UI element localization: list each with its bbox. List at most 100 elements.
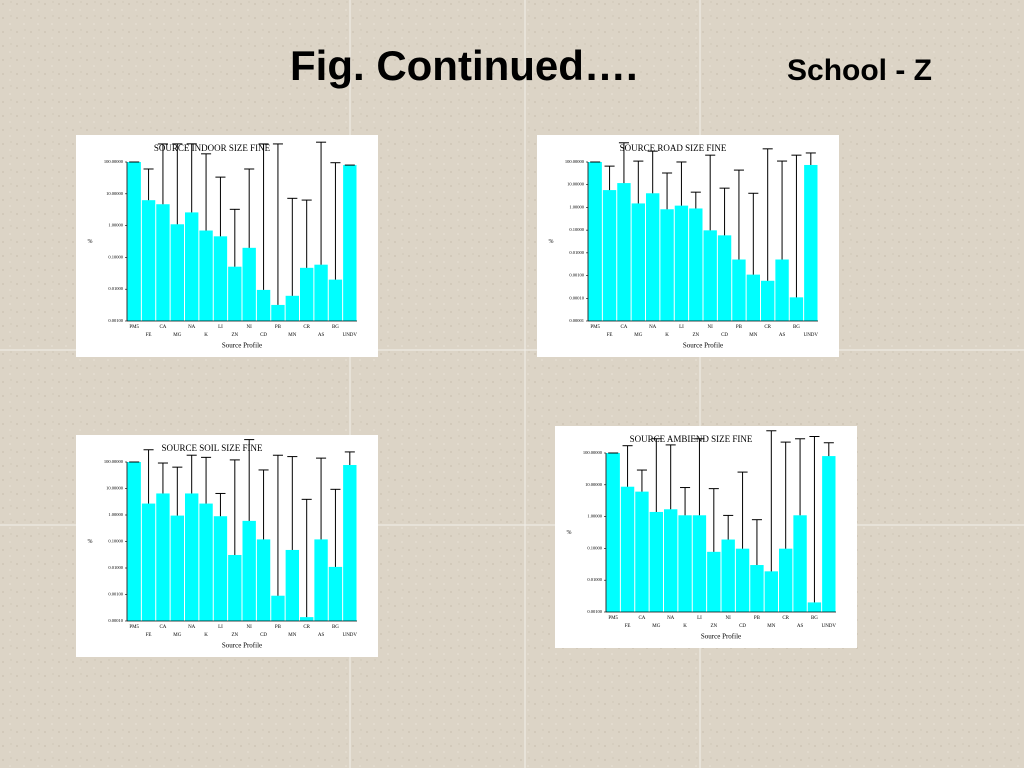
y-tick-label: 0.01000 [569, 250, 584, 255]
error-bar [344, 451, 355, 466]
bar [746, 274, 760, 321]
y-tick-label: 0.10000 [108, 539, 123, 544]
error-bar [215, 176, 226, 237]
error-bar [201, 456, 212, 504]
bar [732, 259, 746, 321]
chart-panel: SOURCE ROAD SIZE FINE% Source Profile 100.… [537, 135, 839, 357]
x-tick-label: LI [697, 616, 702, 621]
bar [300, 617, 314, 621]
error-bar [272, 143, 283, 305]
error-bar [762, 148, 773, 281]
bar [127, 462, 141, 621]
y-tick-label: 0.10000 [587, 545, 602, 550]
error-bar [795, 438, 806, 516]
bar [199, 503, 213, 621]
error-bar [244, 439, 255, 521]
error-bar [636, 469, 647, 492]
x-tick-label: AS [318, 333, 325, 338]
bar [717, 235, 732, 321]
bar [141, 200, 156, 321]
y-tick-label: 0.00100 [108, 592, 123, 597]
bar [314, 264, 328, 321]
bar [692, 515, 707, 612]
x-tick-label: PB [275, 625, 282, 630]
bar [271, 595, 285, 621]
bar [285, 295, 299, 321]
x-tick-label: PM5 [590, 325, 600, 330]
bar [793, 515, 807, 612]
error-bar [316, 141, 327, 265]
x-tick-label: NA [188, 625, 196, 630]
bar [343, 465, 357, 621]
bar [649, 511, 663, 612]
error-bar [201, 153, 212, 231]
error-bar [723, 514, 734, 540]
x-tick-label: CA [159, 325, 166, 330]
bar [256, 289, 271, 321]
bar [185, 212, 199, 321]
chart-panel: SOURCE AMBIEND SIZE FINE% Source Profile 1… [555, 426, 857, 648]
y-tick-label: 0.00010 [569, 295, 584, 300]
y-tick-label: 0.00010 [108, 618, 123, 623]
error-bar [244, 168, 255, 248]
error-bar [766, 430, 777, 572]
x-tick-label: PM5 [129, 625, 139, 630]
bar [807, 602, 822, 612]
error-bar [172, 466, 183, 516]
y-tick-label: 10.00000 [106, 191, 124, 196]
bar [156, 493, 170, 621]
y-tick-label: 0.01000 [108, 286, 123, 291]
x-tick-label: MG [634, 333, 642, 338]
error-bar [157, 462, 168, 494]
error-bar [258, 143, 269, 290]
bar [271, 304, 285, 321]
x-tick-label: BG [332, 625, 339, 630]
error-bar [157, 143, 168, 205]
error-bar [272, 454, 283, 596]
x-tick-label: K [204, 333, 208, 338]
error-bar [287, 197, 298, 296]
error-bar [316, 457, 327, 540]
error-bar [330, 488, 341, 567]
bar [314, 539, 328, 621]
x-tick-label: ZN [231, 633, 238, 638]
bar [242, 520, 256, 621]
bar [343, 165, 357, 321]
bar [606, 453, 620, 612]
x-tick-label: MN [288, 633, 296, 638]
x-tick-label: LI [679, 325, 684, 330]
y-tick-label: 100.00000 [104, 459, 124, 464]
error-bar [665, 444, 676, 510]
y-tick-label: 100.00000 [565, 159, 585, 164]
x-tick-label: MN [749, 333, 757, 338]
error-bar [330, 162, 341, 280]
x-tick-label: AS [318, 633, 325, 638]
error-bar [751, 519, 762, 566]
x-tick-label: ZN [231, 333, 238, 338]
x-tick-label: K [204, 633, 208, 638]
x-tick-label: NI [247, 325, 253, 330]
x-tick-label: FE [146, 333, 152, 338]
bar [779, 548, 793, 612]
bar [328, 279, 343, 321]
x-tick-label: ZN [692, 333, 699, 338]
y-tick-label: 0.00100 [569, 273, 584, 278]
bar [141, 503, 156, 621]
x-tick-label: ZN [710, 624, 717, 629]
bar [620, 486, 635, 612]
bar [228, 266, 242, 321]
y-tick-label: 1.00000 [108, 223, 123, 228]
bar [588, 162, 602, 321]
error-bar [651, 438, 662, 512]
x-tick-label: CD [739, 624, 746, 629]
y-axis-label: % [88, 539, 93, 545]
x-tick-label: FE [146, 633, 152, 638]
y-tick-label: 0.10000 [569, 227, 584, 232]
x-tick-label: CD [260, 333, 267, 338]
error-bar [748, 192, 759, 275]
x-tick-label: NA [649, 325, 657, 330]
bar [635, 491, 649, 612]
y-tick-label: 0.00100 [587, 609, 602, 614]
error-bar [186, 143, 197, 213]
x-tick-label: PB [754, 616, 761, 621]
